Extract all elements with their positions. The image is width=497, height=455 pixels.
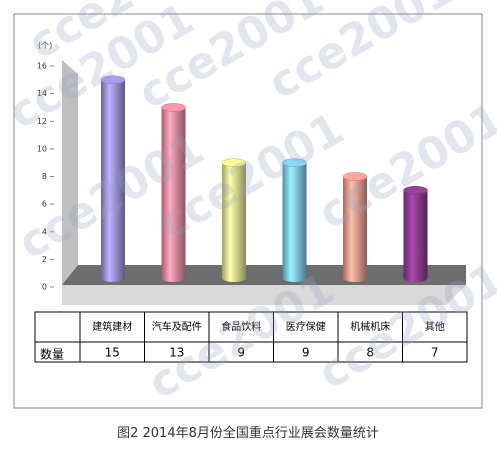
y-unit: (个)	[38, 41, 52, 50]
data-table	[34, 311, 468, 363]
y-tick-label: 8	[42, 172, 47, 181]
table-border	[34, 311, 468, 363]
value-label: 9	[237, 346, 245, 360]
y-tick-label: 10	[37, 144, 47, 153]
y-tick-label: 12	[37, 117, 47, 126]
back-wall	[62, 60, 78, 285]
bar-top	[221, 158, 247, 167]
x-tick-label: 医疗保健	[286, 320, 326, 333]
value-label: 9	[302, 346, 310, 360]
bar-top	[342, 172, 368, 181]
x-tick-label: 食品饮料	[221, 320, 261, 333]
x-tick-label: 汽车及配件	[152, 320, 202, 333]
value-label: 15	[105, 346, 120, 360]
row-header: 数量	[40, 347, 64, 362]
bar	[403, 190, 428, 282]
value-label: 13	[169, 346, 184, 360]
floor-front	[62, 285, 466, 305]
bar-top	[282, 158, 307, 167]
bar	[282, 162, 307, 282]
y-tick-label: 16	[37, 62, 47, 71]
x-tick-label: 机械机床	[350, 320, 390, 333]
y-tick-label: 14	[37, 89, 47, 98]
bar-top	[403, 186, 428, 195]
bar	[161, 107, 186, 282]
bar-top	[161, 103, 186, 112]
bar-top	[100, 75, 126, 85]
y-tick-label: 0	[42, 283, 47, 292]
value-label: 7	[431, 346, 439, 360]
y-tick-label: 2	[42, 255, 47, 264]
y-tick-label: 6	[42, 200, 47, 209]
chart-title: 图2 2014年8月份全国重点行业展会数量统计	[117, 425, 379, 441]
bar	[222, 162, 246, 282]
y-tick-label: 4	[42, 227, 47, 236]
bar	[343, 176, 367, 282]
x-tick-label: 其他	[425, 320, 445, 333]
value-label: 8	[366, 346, 374, 360]
bar	[101, 79, 125, 282]
x-tick-label: 建筑建材	[92, 320, 132, 333]
